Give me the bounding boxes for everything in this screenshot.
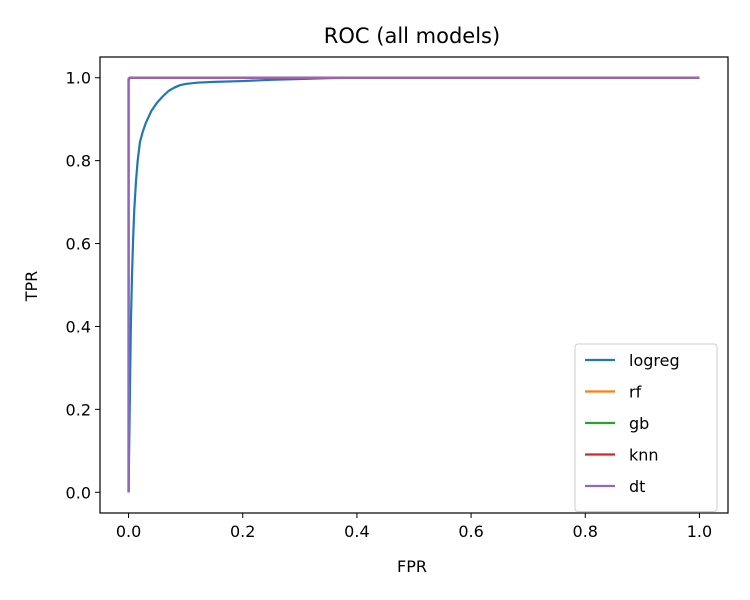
- legend-box: [574, 343, 718, 512]
- legend-label-knn: knn: [629, 446, 659, 465]
- y-tick-label: 0.6: [66, 235, 91, 254]
- x-tick-label: 0.8: [573, 522, 598, 541]
- x-tick-label: 0.2: [230, 522, 255, 541]
- legend-label-dt: dt: [629, 477, 645, 496]
- y-tick-label: 0.8: [66, 152, 91, 171]
- y-axis-ticks: 0.0 0.2 0.4 0.6 0.8 1.0: [66, 69, 100, 502]
- legend-label-gb: gb: [629, 414, 649, 433]
- y-axis-label: TPR: [22, 271, 41, 303]
- x-axis-label: FPR: [397, 557, 427, 576]
- y-tick-label: 0.2: [66, 400, 91, 419]
- chart-title: ROC (all models): [324, 24, 500, 48]
- x-axis-ticks: 0.0 0.2 0.4 0.6 0.8 1.0: [116, 513, 712, 541]
- x-tick-label: 0.0: [116, 522, 141, 541]
- y-tick-label: 0.0: [66, 483, 91, 502]
- legend-label-logreg: logreg: [629, 351, 680, 370]
- series-layer: [127, 76, 700, 493]
- y-tick-label: 1.0: [66, 69, 91, 88]
- axes-frame: [99, 56, 729, 514]
- x-tick-label: 0.6: [458, 522, 483, 541]
- legend: logreg rf gb knn dt: [574, 343, 718, 512]
- x-tick-label: 0.4: [344, 522, 369, 541]
- x-tick-label: 1.0: [687, 522, 712, 541]
- series-line-dt: [127, 76, 700, 493]
- legend-label-rf: rf: [629, 383, 642, 402]
- y-tick-label: 0.4: [66, 317, 91, 336]
